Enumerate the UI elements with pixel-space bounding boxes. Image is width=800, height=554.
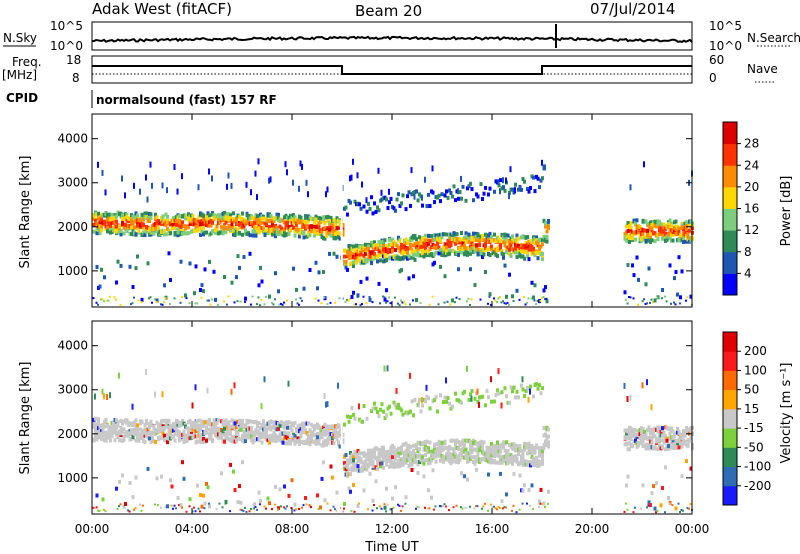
power-colorbar-tick-label: 4 [744, 266, 752, 280]
power-colorbar: 4 8 12 16 20 24 28 [722, 121, 759, 296]
velocity-colorbar-cell [723, 370, 737, 391]
velocity-data-layer [92, 322, 694, 514]
time-tick-label: 04:00 [175, 522, 210, 536]
time-tick-label: 20:00 [575, 522, 610, 536]
nsearch-tick-top: 10^5 [709, 19, 742, 33]
nave-tick-bottom: 0 [709, 71, 717, 85]
time-axis-ticks: 00:00 04:00 08:00 12:00 16:00 20:00 00:00 [75, 522, 710, 536]
velocity-colorbar-cell [723, 447, 737, 467]
nsky-label: N.Sky [3, 31, 37, 45]
velocity-ylabel: Slant Range [km] [18, 362, 33, 475]
velocity-colorbar-tick-label: 200 [744, 344, 767, 358]
freq-tick-top: 18 [66, 53, 81, 67]
power-colorbar-cell [723, 122, 737, 145]
power-colorbar-cell [723, 208, 737, 231]
nave-label: Nave [747, 62, 778, 76]
velocity-colorbar-tick-label: -100 [744, 460, 771, 474]
velocity-colorbar-tick-label: -50 [744, 440, 764, 454]
nsearch-tick-bottom: 10^0 [709, 39, 742, 53]
power-ytick-label: 3000 [57, 176, 88, 190]
cpid-label: CPID [6, 91, 38, 105]
power-panel: 1000 2000 3000 4000 Slant Range [km] [18, 113, 694, 308]
velocity-colorbar-tick-label: 100 [744, 363, 767, 377]
freq-unit: [MHz] [2, 68, 37, 82]
nsky-panel: N.Sky 10^5 10^0 10^5 10^0 N.Search [3, 19, 800, 53]
power-colorbar-tick-label: 28 [744, 137, 759, 151]
velocity-colorbar-cell [723, 408, 737, 429]
nave-tick-top: 60 [709, 53, 724, 67]
date-label: 07/Jul/2014 [590, 0, 676, 18]
power-colorbar-tick-label: 8 [744, 245, 752, 259]
power-colorbar-tick-label: 16 [744, 202, 759, 216]
power-data-layer [92, 115, 694, 307]
freq-frame [91, 55, 693, 84]
freq-line [92, 65, 692, 75]
power-ytick-label: 4000 [57, 132, 88, 146]
radar-title: Adak West (fitACF) [92, 0, 232, 18]
time-tick-label: 00:00 [75, 522, 110, 536]
velocity-ytick-label: 2000 [57, 427, 88, 441]
velocity-colorbar-tick-label: -200 [744, 479, 771, 493]
nsky-line [91, 35, 693, 43]
power-ylabel: Slant Range [km] [18, 156, 33, 269]
freq-tick-bottom: 8 [72, 71, 80, 85]
velocity-ytick-label: 3000 [57, 383, 88, 397]
velocity-ytick-label: 1000 [57, 471, 88, 485]
power-ytick-label: 2000 [57, 220, 88, 234]
time-tick-label: 12:00 [375, 522, 410, 536]
power-colorbar-cell [723, 251, 737, 274]
velocity-colorbar: 200 100 50 15 -15 -50 -100 -200 [722, 331, 771, 506]
velocity-colorbar-label: Velocity [m s⁻¹] [779, 363, 794, 464]
velocity-colorbar-frame [722, 331, 738, 506]
velocity-colorbar-cell [723, 389, 737, 410]
freq-label: Freq. [12, 55, 42, 69]
power-frame [91, 113, 693, 308]
velocity-colorbar-cell [723, 332, 737, 352]
power-colorbar-cell [723, 143, 737, 166]
power-ytick-label: 1000 [57, 264, 88, 278]
time-tick-label: 08:00 [275, 522, 310, 536]
power-colorbar-tick-label: 12 [744, 223, 759, 237]
velocity-panel: 1000 2000 3000 4000 Slant Range [km] [18, 320, 694, 515]
velocity-colorbar-cell [723, 428, 737, 448]
velocity-ytick-label: 4000 [57, 339, 88, 353]
freq-panel: Freq. [MHz] 18 8 60 0 Nave [2, 53, 778, 85]
velocity-colorbar-tick-label: -15 [744, 421, 764, 435]
beam-label: Beam 20 [355, 2, 423, 20]
time-tick-label: 00:00 [675, 522, 710, 536]
velocity-colorbar-cell [723, 351, 737, 371]
nsky-tick-bottom: 10^0 [50, 39, 83, 53]
velocity-colorbar-cell [723, 485, 737, 506]
power-colorbar-tick-label: 24 [744, 158, 759, 172]
nsky-tick-top: 10^5 [50, 19, 83, 33]
velocity-colorbar-tick-label: 50 [744, 383, 759, 397]
power-colorbar-cell [723, 273, 737, 296]
power-colorbar-cell [723, 186, 737, 209]
cpid-panel: CPID normalsound (fast) 157 RF [6, 90, 277, 108]
power-colorbar-tick-label: 20 [744, 180, 759, 194]
cpid-program: normalsound (fast) 157 RF [96, 93, 277, 107]
time-tick-label: 16:00 [475, 522, 510, 536]
velocity-colorbar-tick-label: 15 [744, 402, 759, 416]
power-colorbar-cell [723, 165, 737, 188]
power-colorbar-label: Power [dB] [779, 176, 794, 247]
nsky-frame [91, 21, 693, 51]
nsearch-label: N.Search [747, 31, 800, 45]
velocity-colorbar-cell [723, 466, 737, 487]
velocity-frame [91, 320, 693, 515]
time-axis-label: Time UT [364, 540, 418, 554]
power-colorbar-cell [723, 230, 737, 253]
